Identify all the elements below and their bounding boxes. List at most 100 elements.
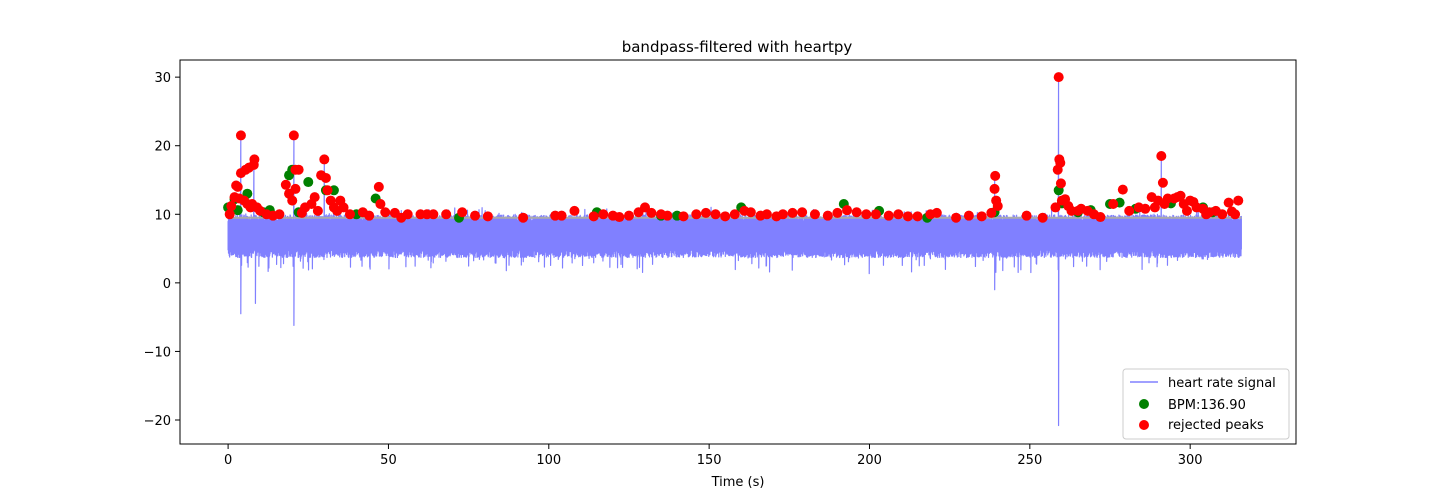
x-tick-label: 150: [697, 453, 722, 468]
rejected-peak-point: [1181, 205, 1192, 216]
rejected-peak-point: [287, 195, 298, 206]
x-tick-label: 250: [1017, 453, 1042, 468]
rejected-peak-point: [990, 170, 1001, 181]
rejected-peak-point: [290, 183, 301, 194]
x-axis: 0 50 100 150 200 250 300: [224, 444, 1203, 468]
y-tick-label: 30: [154, 71, 171, 86]
rejected-peak-point: [402, 209, 413, 220]
y-tick-label: 20: [154, 140, 171, 155]
rejected-peak-point: [745, 207, 756, 218]
rejected-peak-point: [1055, 178, 1066, 189]
rejected-peak-point: [235, 130, 246, 141]
rejected-peak-point: [1230, 209, 1241, 220]
rejected-peak-point: [344, 209, 355, 220]
rejected-peak-point: [1021, 210, 1032, 221]
rejected-peak-point: [288, 130, 299, 141]
rejected-peak-point: [312, 205, 323, 216]
rejected-peak-point: [457, 207, 468, 218]
rejected-peak-point: [1055, 157, 1066, 168]
y-tick-label: −20: [144, 414, 171, 429]
x-tick-label: 200: [857, 453, 882, 468]
rejected-peak-point: [1124, 205, 1135, 216]
rejected-peak-point: [1050, 202, 1061, 213]
rejected-peak-point: [1217, 209, 1228, 220]
legend-box: [1122, 368, 1290, 440]
rejected-peak-point: [902, 211, 913, 222]
plot-area: [223, 72, 1244, 427]
rejected-peak-point: [1053, 72, 1064, 83]
rejected-peak-point: [373, 181, 384, 192]
rejected-peak-point: [598, 209, 609, 220]
rejected-peak-point: [1108, 199, 1119, 209]
y-tick-label: 10: [154, 208, 171, 223]
rejected-peak-point: [761, 209, 772, 220]
rejected-peak-point: [989, 183, 1000, 194]
rejected-peak-point: [1157, 177, 1168, 188]
rejected-peak-point: [322, 185, 333, 196]
rejected-peak-point: [470, 210, 481, 221]
rejected-peak-point: [364, 210, 375, 221]
rejected-peak-point: [861, 209, 872, 220]
rejected-peak-point: [729, 209, 740, 220]
chart-title: bandpass-filtered with heartpy: [622, 38, 853, 56]
rejected-peak-point: [1223, 197, 1234, 208]
axes-frame: [179, 59, 1297, 445]
rejected-peak-point: [1175, 190, 1186, 201]
x-axis-label: Time (s): [711, 475, 765, 490]
rejected-peak-point: [518, 212, 529, 223]
rejected-peak-point: [912, 211, 923, 222]
rejected-peak-point: [293, 164, 304, 175]
y-tick-label: 0: [163, 277, 171, 292]
rejected-peak-point: [963, 210, 974, 221]
rejected-peak-point: [319, 154, 330, 165]
rejected-peak-point: [1117, 184, 1128, 195]
rejected-peak-point: [623, 210, 634, 221]
rejected-peak-point: [646, 207, 657, 218]
x-tick-label: 0: [224, 453, 232, 468]
rejected-peaks-layer: [224, 72, 1244, 223]
rejected-peak-point: [787, 207, 798, 218]
rejected-peak-point: [482, 211, 493, 222]
rejected-peak-point: [232, 181, 243, 192]
legend-label-bpm: BPM:136.90: [1168, 398, 1246, 413]
rejected-peak-point: [893, 209, 904, 220]
x-tick-label: 100: [536, 453, 561, 468]
rejected-peak-point: [280, 179, 291, 190]
rejected-peak-point: [777, 209, 788, 220]
rejected-peak-point: [556, 210, 567, 221]
signal-layer: [227, 76, 1242, 427]
x-tick-label: 50: [380, 453, 397, 468]
rejected-peak-point: [870, 209, 881, 220]
y-tick-label: −10: [144, 345, 171, 360]
rejected-peak-point: [832, 207, 843, 218]
rejected-peak-point: [614, 212, 625, 223]
rejected-peak-point: [1140, 203, 1151, 214]
rejected-peak-point: [274, 209, 285, 220]
rejected-peak-point: [588, 211, 599, 222]
rejected-peak-point: [224, 209, 235, 220]
rejected-peak-point: [1095, 212, 1106, 223]
rejected-peak-point: [320, 172, 331, 183]
y-axis: −20 −10 0 10 20 30: [144, 71, 180, 429]
rejected-peak-point: [710, 209, 721, 220]
legend-label-rejected: rejected peaks: [1168, 418, 1264, 433]
rejected-peak-point: [309, 192, 320, 203]
rejected-peak-point: [1233, 195, 1244, 206]
rejected-peak-point: [1037, 212, 1048, 223]
rejected-peak-point: [569, 205, 580, 216]
legend: heart rate signal BPM:136.90 rejected pe…: [1122, 368, 1290, 440]
rejected-peak-point: [338, 202, 349, 213]
rejected-peak-point: [951, 212, 962, 223]
rejected-peak-point: [1156, 151, 1167, 161]
rejected-peak-point: [976, 211, 987, 222]
legend-rejected-swatch: [1139, 420, 1149, 430]
rejected-peak-point: [986, 207, 997, 218]
rejected-peak-point: [428, 209, 439, 220]
rejected-peak-point: [931, 207, 942, 218]
rejected-peak-point: [441, 209, 452, 220]
rejected-peak-point: [883, 210, 894, 221]
rejected-peak-point: [700, 207, 711, 218]
rejected-peak-point: [226, 201, 237, 212]
rejected-peak-point: [842, 205, 853, 216]
rejected-peak-point: [822, 210, 833, 221]
